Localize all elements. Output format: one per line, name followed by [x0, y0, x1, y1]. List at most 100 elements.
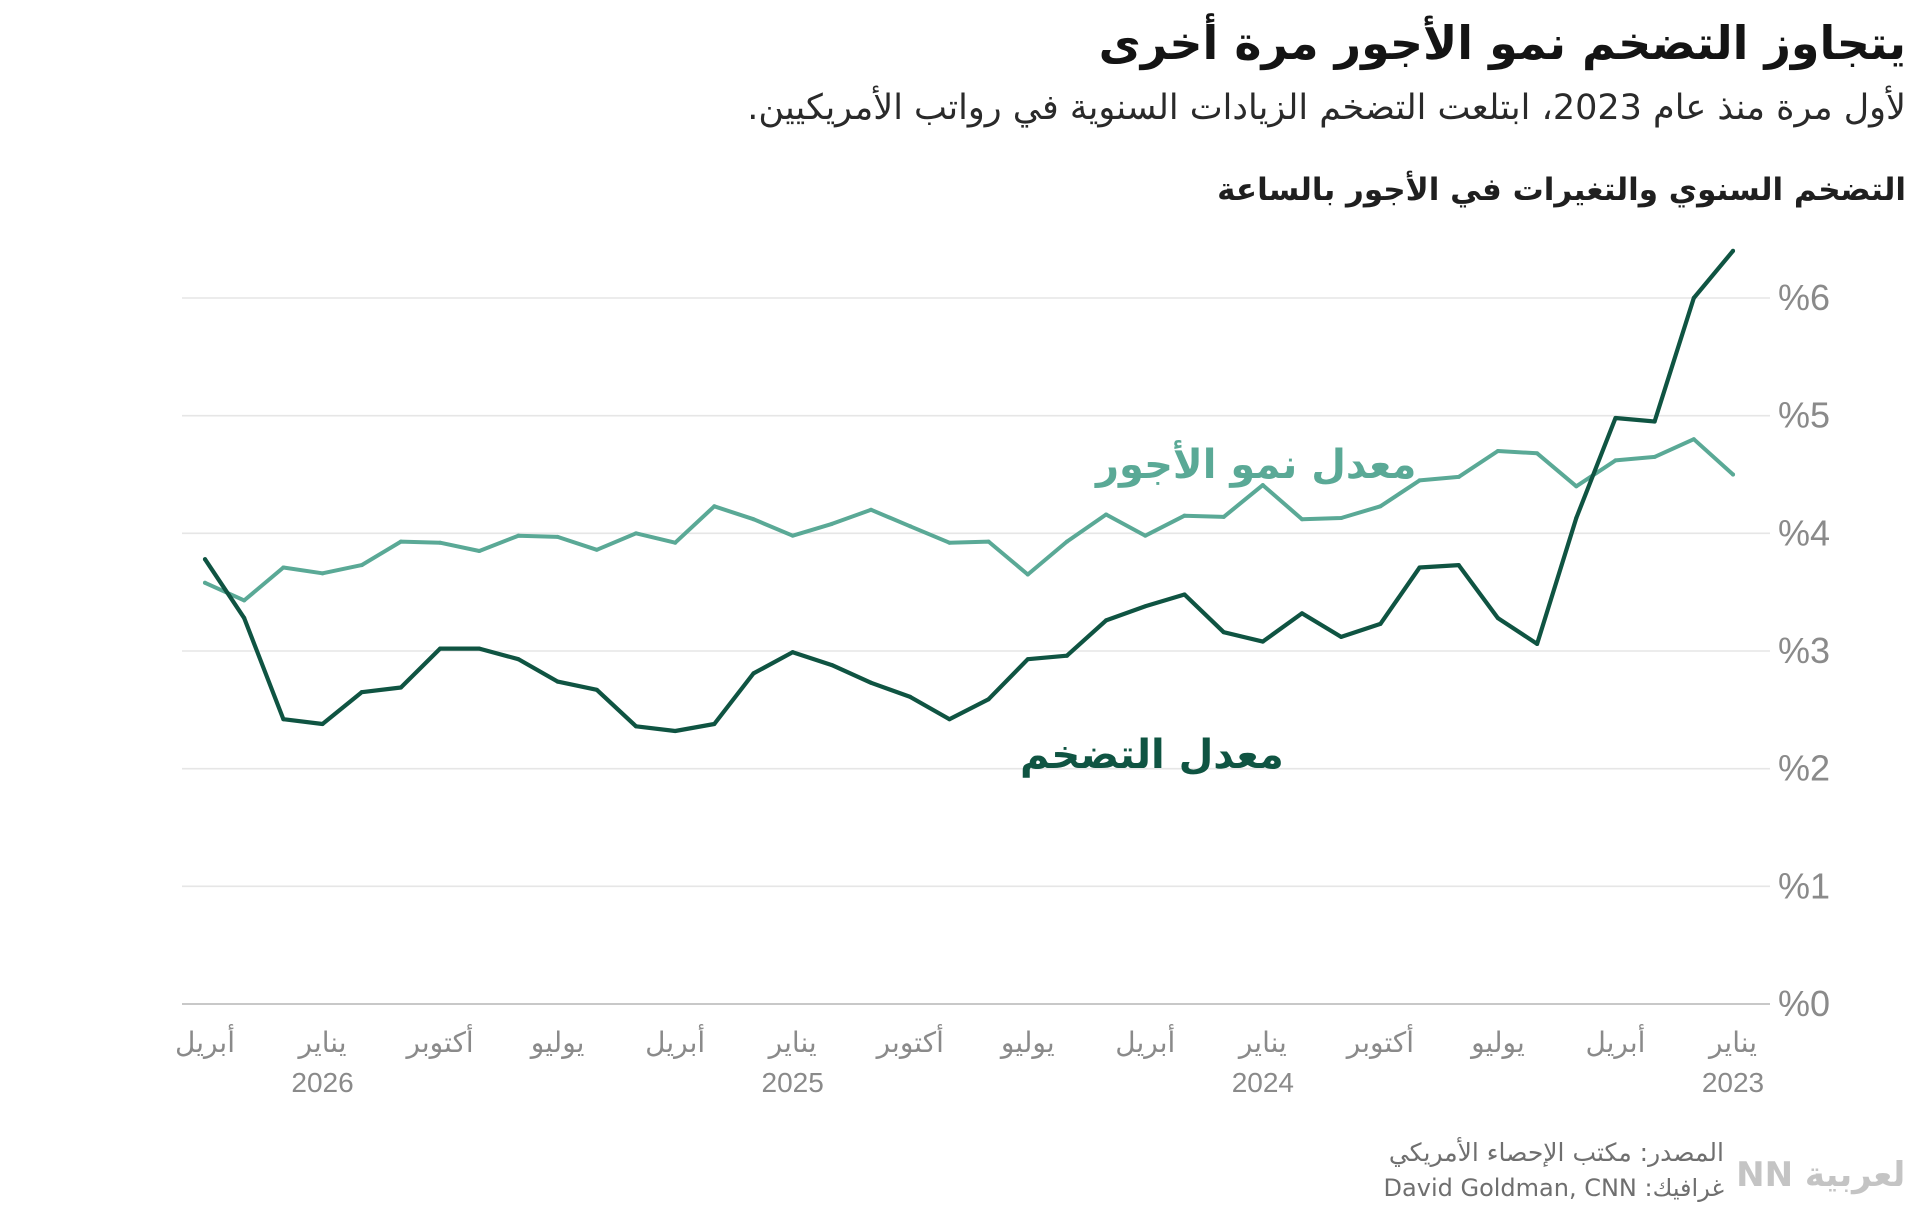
x-tick-month: أكتوبر: [1345, 1023, 1414, 1059]
inflation-data-point: [712, 721, 717, 726]
inflation-data-point: [751, 671, 756, 676]
inflation-data-point: [1143, 604, 1148, 609]
inflation-data-point: [1495, 616, 1500, 621]
wage-data-point: [1104, 512, 1109, 517]
x-tick-month: أكتوبر: [404, 1023, 473, 1059]
x-tick-month: أبريل: [1585, 1023, 1645, 1059]
wage-data-point: [594, 547, 599, 552]
x-tick-month: أبريل: [1115, 1023, 1175, 1059]
inflation-data-point: [203, 557, 207, 562]
chart-title: التضخم السنوي والتغيرات في الأجور بالساع…: [1217, 172, 1906, 208]
wage-data-point: [829, 521, 834, 526]
y-tick-label: %0: [1778, 983, 1830, 1024]
inflation-data-point: [594, 687, 599, 692]
x-tick-year: 2024: [1232, 1067, 1294, 1098]
wage-data-point: [712, 504, 717, 509]
wage-data-point: [1300, 517, 1305, 522]
inflation-data-point: [1652, 419, 1657, 424]
inflation-series-line: [202, 248, 1736, 734]
x-tick-month: أبريل: [645, 1023, 705, 1059]
x-tick-month: يناير: [1707, 1026, 1757, 1059]
inflation-data-point: [1613, 416, 1618, 421]
wage-data-point: [438, 540, 443, 545]
page-subtitle: لأول مرة منذ عام 2023، ابتلعت التضخم الز…: [747, 88, 1906, 128]
wage-data-point: [1652, 454, 1657, 459]
wage-data-point: [869, 507, 874, 512]
series-annotations: معدل نمو الأجور معدل التضخم: [1020, 439, 1416, 778]
wage-data-point: [1064, 539, 1069, 544]
wage-data-point: [359, 563, 364, 568]
inflation-data-point: [359, 690, 364, 695]
inflation-data-point: [947, 717, 952, 722]
inflation-data-point: [869, 680, 874, 685]
x-axis-ticks: يناير 2023 أبريل يوليو أكتوبر يناير 2024 أبريل ي…: [175, 1023, 1764, 1098]
x-tick-month: يوليو: [1469, 1026, 1525, 1059]
wage-data-point: [633, 531, 638, 536]
inflation-data-point: [1691, 296, 1696, 300]
x-tick-month: يوليو: [529, 1026, 585, 1059]
x-tick-month: يناير: [767, 1026, 817, 1059]
wage-data-point: [1378, 504, 1383, 509]
inflation-data-point: [1456, 563, 1461, 568]
wage-data-point: [1613, 458, 1618, 463]
inflation-data-point: [1064, 653, 1069, 658]
inflation-data-point: [1025, 657, 1030, 662]
inflation-data-point: [790, 650, 795, 655]
inflation-data-point: [1221, 630, 1226, 635]
inflation-data-point: [1260, 639, 1265, 644]
wage-data-point: [1691, 437, 1696, 442]
wage-data-point: [908, 524, 913, 529]
wage-data-point: [1495, 448, 1500, 453]
wage-data-point: [1574, 484, 1579, 489]
x-tick-month: يوليو: [999, 1026, 1055, 1059]
x-tick-year: 2026: [291, 1067, 353, 1098]
x-tick-year: 2025: [762, 1067, 824, 1098]
y-axis-ticks: %0 %1 %2 %3 %4 %5 %6: [1778, 277, 1830, 1024]
y-tick-label: %5: [1778, 395, 1830, 436]
inflation-data-point: [281, 717, 286, 722]
y-tick-label: %6: [1778, 277, 1830, 318]
wage-data-point: [1417, 478, 1422, 483]
y-tick-label: %3: [1778, 630, 1830, 671]
inflation-data-point: [829, 663, 834, 668]
inflation-data-point: [1300, 611, 1305, 616]
inflation-data-point: [1339, 634, 1344, 639]
inflation-data-point: [398, 685, 403, 690]
source-note: المصدر: مكتب الإحصاء الأمريكي: [1388, 1138, 1724, 1167]
wage-data-point: [203, 580, 207, 585]
inflation-data-point: [633, 724, 638, 729]
inflation-data-point: [1104, 618, 1109, 623]
logo-text: CNN بالعربية: [1736, 1155, 1906, 1195]
inflation-data-point: [320, 721, 325, 726]
inflation-data-point: [555, 679, 560, 684]
inflation-data-point: [438, 646, 443, 651]
inflation-data-point: [242, 616, 247, 621]
wage-data-point: [1339, 516, 1344, 521]
x-tick-year: 2023: [1702, 1067, 1764, 1098]
inflation-data-point: [1535, 641, 1540, 646]
wage-data-point: [242, 598, 247, 603]
gridlines: [182, 297, 1770, 1005]
wage-data-point: [320, 571, 325, 576]
wage-data-point: [1731, 472, 1735, 477]
y-tick-label: %2: [1778, 748, 1830, 789]
wage-data-point: [1260, 483, 1265, 488]
wage-data-point: [673, 540, 678, 545]
wage-data-point: [1143, 533, 1148, 538]
cnn-arabic-logo: CNN بالعربية: [1736, 1155, 1906, 1195]
inflation-data-point: [1182, 592, 1187, 597]
y-tick-label: %1: [1778, 865, 1830, 906]
wage-data-point: [1182, 513, 1187, 518]
wage-data-point: [986, 539, 991, 544]
inflation-data-point: [1378, 621, 1383, 626]
inflation-data-point: [477, 646, 482, 651]
wage-data-point: [398, 539, 403, 544]
wage-data-point: [751, 517, 756, 522]
wage-data-point: [281, 565, 286, 570]
wage-series-label: معدل نمو الأجور: [1094, 439, 1416, 488]
x-tick-month: يناير: [297, 1026, 347, 1059]
wage-data-point: [516, 533, 521, 538]
wage-data-point: [555, 534, 560, 539]
wage-data-point: [947, 540, 952, 545]
